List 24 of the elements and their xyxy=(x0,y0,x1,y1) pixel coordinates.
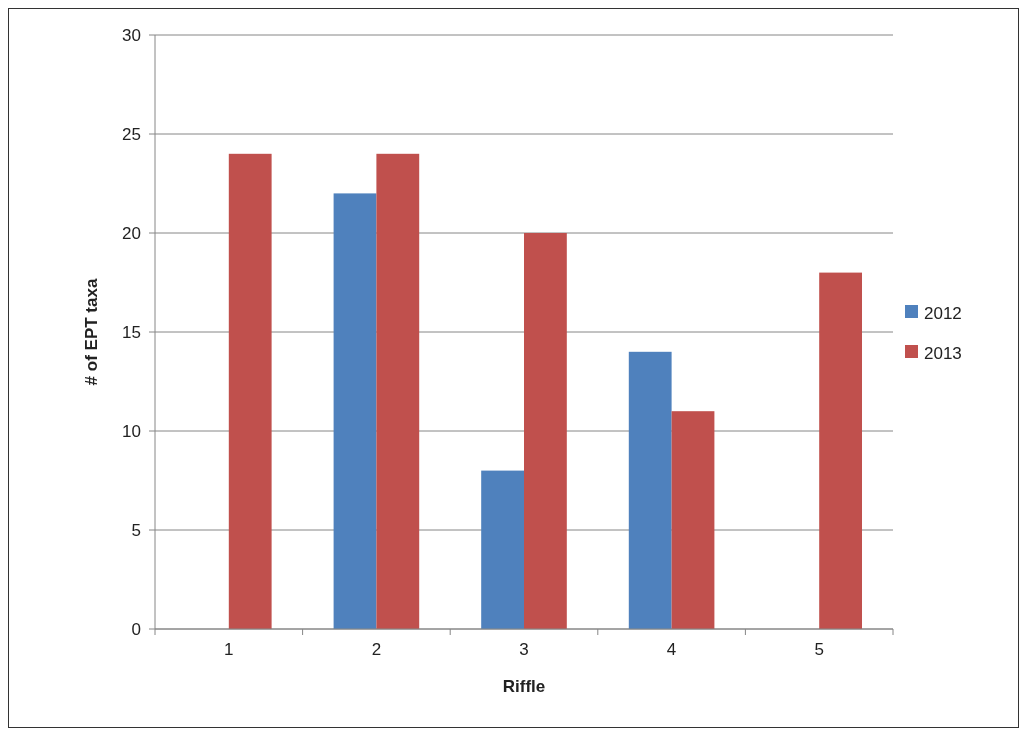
x-tick-label: 3 xyxy=(519,640,529,659)
y-axis-title: # of EPT taxa xyxy=(82,278,101,386)
bar xyxy=(376,153,420,629)
bar xyxy=(819,272,862,629)
y-tick-label: 30 xyxy=(122,25,141,45)
x-axis-title: Riffle xyxy=(502,677,546,696)
y-tick-label: 15 xyxy=(122,322,141,342)
bar xyxy=(333,193,377,629)
legend-label: 2013 xyxy=(924,343,962,363)
x-tick-label: 5 xyxy=(814,640,824,659)
bar xyxy=(628,351,672,629)
x-tick-label: 4 xyxy=(666,640,677,659)
x-tick-label: 2 xyxy=(371,640,382,659)
y-tick-label: 5 xyxy=(131,520,141,540)
bar xyxy=(228,153,272,629)
y-tick-label: 20 xyxy=(122,223,141,243)
y-tick-label: 0 xyxy=(131,619,141,639)
x-tick-label: 1 xyxy=(224,640,234,659)
y-tick-label: 25 xyxy=(122,124,141,144)
legend-label: 2012 xyxy=(924,303,962,323)
bar xyxy=(524,233,567,629)
y-tick-label: 10 xyxy=(122,421,141,441)
bar xyxy=(481,470,524,629)
bar xyxy=(671,411,715,629)
